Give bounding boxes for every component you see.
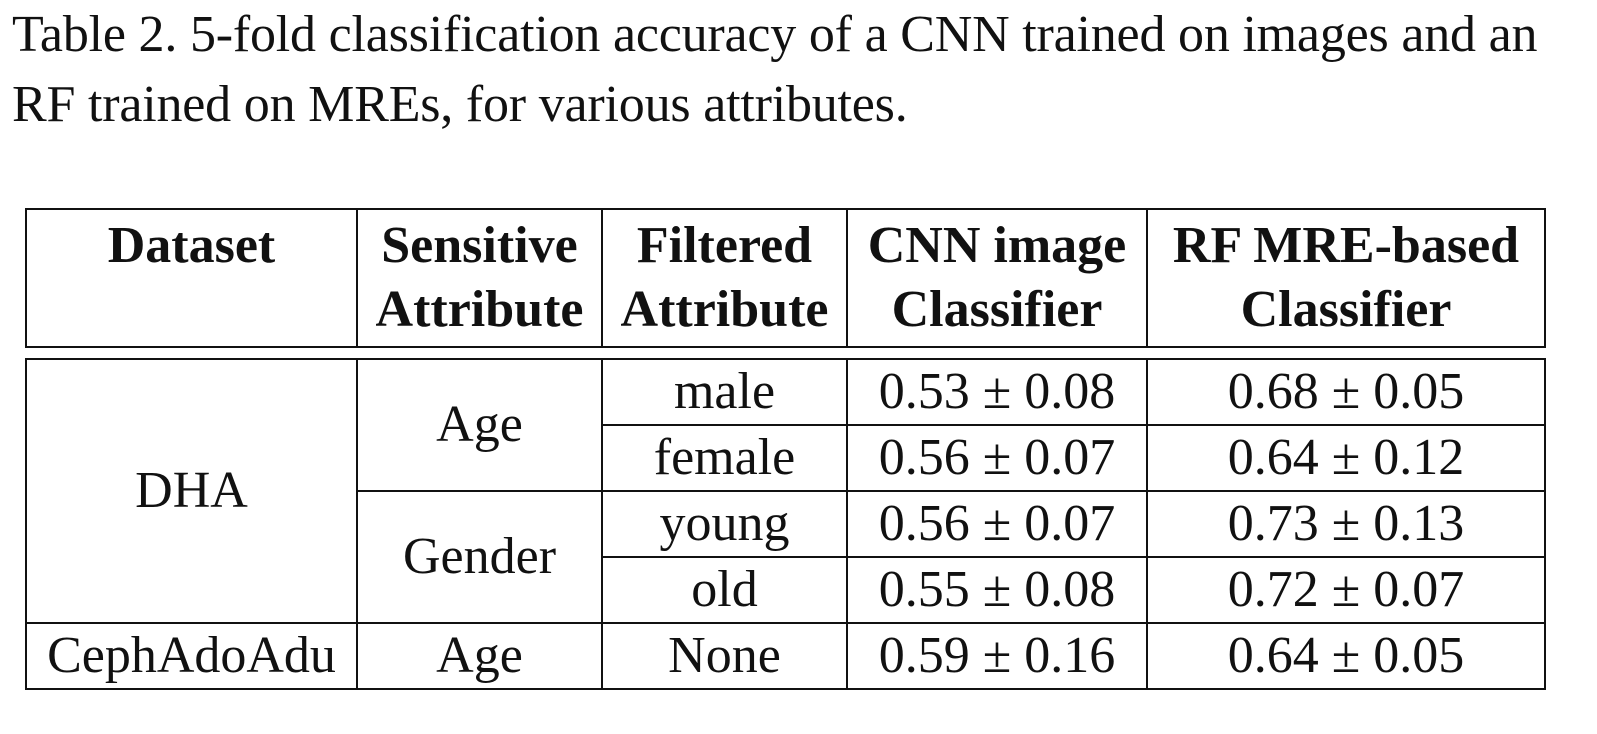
header-dataset-label: Dataset xyxy=(107,217,276,274)
header-cnn-line2: Classifier xyxy=(891,281,1103,338)
filtered-attribute-cell: male xyxy=(603,358,848,426)
cnn-accuracy-cell: 0.59 ± 0.16 xyxy=(848,624,1148,690)
sensitive-attribute-cell: Age xyxy=(358,358,603,492)
header-filtered-line1: Filtered xyxy=(636,217,813,274)
header-filtered-line2: Attribute xyxy=(620,281,829,338)
filtered-attribute-cell: None xyxy=(603,624,848,690)
rf-accuracy-cell: 0.73 ± 0.13 xyxy=(1148,492,1546,558)
header-dataset: Dataset xyxy=(25,208,358,348)
sensitive-attribute-cell: Gender xyxy=(358,492,603,624)
cnn-accuracy-cell: 0.55 ± 0.08 xyxy=(848,558,1148,624)
results-table: Dataset Sensitive Attribute Filtered Att… xyxy=(25,208,1546,690)
dataset-cell: DHA xyxy=(25,358,358,624)
cnn-accuracy-cell: 0.56 ± 0.07 xyxy=(848,492,1148,558)
sensitive-attribute-cell: Age xyxy=(358,624,603,690)
rf-accuracy-cell: 0.68 ± 0.05 xyxy=(1148,358,1546,426)
filtered-attribute-cell: female xyxy=(603,426,848,492)
rf-accuracy-cell: 0.64 ± 0.05 xyxy=(1148,624,1546,690)
header-sensitive-line2: Attribute xyxy=(375,281,584,338)
header-rf-line2: Classifier xyxy=(1240,281,1452,338)
header-cnn-line1: CNN image xyxy=(867,217,1127,274)
table-row: old 0.55 ± 0.08 0.72 ± 0.07 xyxy=(25,558,1546,624)
header-cnn-classifier: CNN image Classifier xyxy=(848,208,1148,348)
table-row: DHA Age male 0.53 ± 0.08 0.68 ± 0.05 xyxy=(25,358,1546,624)
cnn-accuracy-cell: 0.53 ± 0.08 xyxy=(848,358,1148,426)
dataset-cell: CephAdoAdu xyxy=(25,624,358,690)
header-rf-classifier: RF MRE-based Classifier xyxy=(1148,208,1546,348)
filtered-attribute-cell: old xyxy=(603,558,848,624)
rf-accuracy-cell: 0.72 ± 0.07 xyxy=(1148,558,1546,624)
header-sensitive-line1: Sensitive xyxy=(381,217,578,274)
header-rf-line1: RF MRE-based xyxy=(1172,217,1520,274)
rf-accuracy-cell: 0.64 ± 0.12 xyxy=(1148,426,1546,492)
filtered-attribute-cell: young xyxy=(603,492,848,558)
table-row: female 0.56 ± 0.07 0.64 ± 0.12 xyxy=(25,426,1546,492)
header-filtered-attribute: Filtered Attribute xyxy=(603,208,848,348)
table-caption: Table 2. 5-fold classification accuracy … xyxy=(12,6,1538,133)
header-sensitive-attribute: Sensitive Attribute xyxy=(358,208,603,348)
table-row: CephAdoAdu Age None 0.59 ± 0.16 0.64 ± 0… xyxy=(25,624,1546,690)
table-row: Gender young 0.56 ± 0.07 0.73 ± 0.13 xyxy=(25,492,1546,624)
cnn-accuracy-cell: 0.56 ± 0.07 xyxy=(848,426,1148,492)
header-row: Dataset Sensitive Attribute Filtered Att… xyxy=(25,208,1546,348)
